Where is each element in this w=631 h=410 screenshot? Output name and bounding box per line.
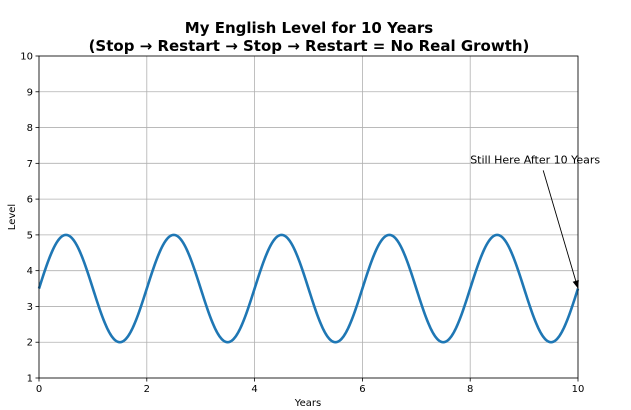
grid-lines: [38, 55, 579, 379]
y-tick-label: 3: [27, 302, 33, 313]
x-tick-label: 4: [251, 384, 257, 395]
y-tick-label: 5: [27, 230, 33, 241]
y-tick-label: 6: [27, 195, 33, 206]
x-tick-label: 0: [36, 384, 42, 395]
y-tick-label: 4: [27, 266, 33, 277]
plot-frame: [38, 55, 579, 379]
y-tick-label: 2: [27, 338, 33, 349]
series-group: [37, 233, 580, 344]
x-tick-label: 6: [359, 384, 365, 395]
x-tick-label: 2: [144, 384, 150, 395]
annotation-arrow-head: [572, 279, 579, 289]
chart-title-line2: (Stop → Restart → Stop → Restart = No Re…: [89, 37, 530, 55]
annotation-text: Still Here After 10 Years: [470, 153, 600, 166]
x-tick-label: 10: [572, 384, 585, 395]
x-tick-label: 8: [467, 384, 473, 395]
annotation-group: Still Here After 10 Years: [470, 153, 600, 289]
y-tick-label: 7: [27, 159, 33, 170]
annotation-arrow-line: [542, 170, 579, 289]
y-tick-label: 1: [27, 374, 33, 385]
y-tick-label: 9: [27, 87, 33, 98]
series-line: [37, 233, 580, 344]
x-axis-label: Years: [294, 398, 321, 409]
y-axis-label: Level: [7, 204, 18, 230]
y-tick-label: 8: [27, 123, 33, 134]
chart-title-line1: My English Level for 10 Years: [185, 19, 433, 37]
y-tick-label: 10: [20, 52, 33, 63]
